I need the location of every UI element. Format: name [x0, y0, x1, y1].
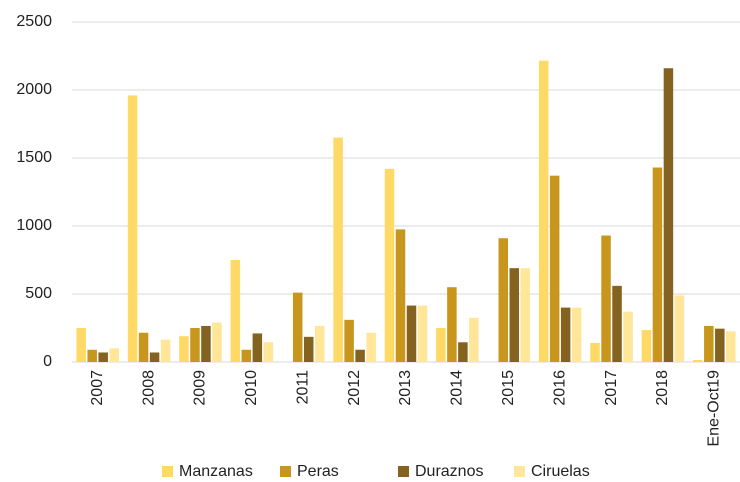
- x-tick-label: 2011: [294, 370, 311, 405]
- bar: [623, 311, 633, 362]
- x-tick-label: 2010: [243, 370, 260, 406]
- y-tick-label: 2500: [16, 13, 52, 30]
- bar: [469, 317, 479, 362]
- bar: [252, 333, 263, 362]
- bar: [663, 68, 674, 363]
- bar: [549, 175, 560, 362]
- bar: [241, 349, 252, 362]
- bar: [292, 292, 303, 362]
- bar: [560, 307, 571, 362]
- bar: [98, 352, 108, 362]
- bar: [704, 325, 714, 362]
- bar: [612, 285, 622, 362]
- bar: [693, 359, 703, 362]
- bar: [230, 260, 241, 362]
- bar: [458, 342, 468, 362]
- bar: [127, 95, 138, 362]
- bar: [303, 336, 314, 362]
- bar: [263, 342, 274, 362]
- bar: [201, 325, 211, 362]
- bar: [138, 332, 149, 362]
- bar: [406, 305, 417, 362]
- y-tick-label: 500: [25, 285, 52, 302]
- y-tick-label: 1500: [16, 149, 52, 166]
- bar: [520, 268, 531, 362]
- bar: [109, 348, 119, 362]
- bar: [726, 331, 736, 362]
- bar: [384, 168, 395, 362]
- bar: [509, 268, 520, 362]
- bar: [366, 332, 376, 362]
- legend-label: Manzanas: [179, 463, 253, 480]
- legend-label: Peras: [297, 463, 339, 480]
- bar: [333, 137, 343, 362]
- bar: [436, 328, 446, 362]
- bar: [395, 229, 406, 362]
- y-tick-label: 0: [43, 353, 52, 370]
- x-tick-label: 2015: [500, 370, 517, 406]
- x-tick-label: 2009: [192, 370, 209, 406]
- bar: [355, 349, 365, 362]
- legend-label: Ciruelas: [531, 463, 590, 480]
- legend-swatch: [398, 466, 409, 477]
- bar: [87, 349, 97, 362]
- x-tick-label: 2016: [551, 370, 568, 406]
- legend-swatch: [514, 466, 525, 477]
- bar: [538, 60, 549, 362]
- x-tick-label: 2013: [397, 370, 414, 406]
- bar: [417, 305, 428, 362]
- bar: [447, 287, 457, 362]
- bar: [212, 322, 222, 362]
- x-tick-label: 2018: [654, 370, 671, 406]
- bar: [498, 238, 509, 362]
- bar: [715, 328, 725, 362]
- bar: [179, 336, 189, 362]
- x-tick-label: 2012: [346, 370, 363, 406]
- bar: [160, 339, 171, 362]
- x-tick-label: 2017: [603, 370, 620, 406]
- bar: [641, 330, 652, 362]
- bar: [76, 328, 86, 362]
- legend-label: Duraznos: [415, 463, 483, 480]
- bar: [601, 235, 611, 362]
- x-tick-label: 2014: [449, 370, 466, 406]
- legend-swatch: [162, 466, 173, 477]
- bar: [149, 352, 160, 362]
- x-tick-label: 2007: [89, 370, 106, 406]
- bar: [314, 325, 325, 362]
- bar: [652, 167, 663, 362]
- bar: [590, 342, 600, 362]
- bar: [571, 307, 582, 362]
- legend-swatch: [280, 466, 291, 477]
- y-tick-label: 1000: [16, 217, 52, 234]
- x-tick-label: Ene-Oct19: [706, 370, 723, 447]
- bar: [344, 319, 354, 362]
- y-tick-label: 2000: [16, 81, 52, 98]
- bar: [674, 295, 685, 362]
- bar: [190, 328, 200, 362]
- x-tick-label: 2008: [140, 370, 157, 406]
